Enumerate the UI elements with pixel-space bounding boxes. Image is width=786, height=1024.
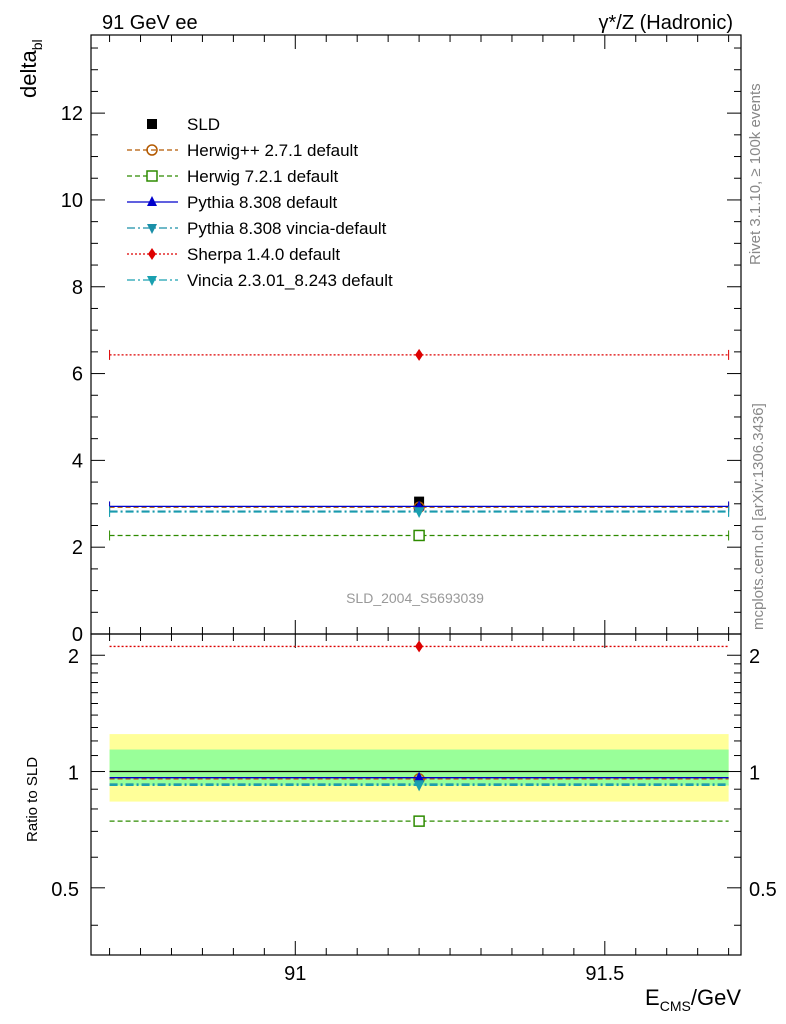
ratio-ytick-label-right: 0.5 (749, 879, 777, 901)
ratio-ytick-label-right: 2 (749, 646, 760, 668)
ratio-ytick-label-left: 0.5 (51, 879, 79, 901)
x-axis-label: ECMS/GeV (645, 985, 741, 1014)
legend-label: Vincia 2.3.01_8.243 default (187, 271, 393, 290)
mcplots-label: mcplots.cern.ch [arXiv:1306.3436] (750, 403, 767, 630)
main-ytick-label: 10 (61, 190, 83, 212)
main-ytick-label: 0 (72, 624, 83, 646)
main-panel: 0 2 4 6 8 10 12 (61, 34, 742, 646)
main-ylabel-sub: bl (29, 39, 45, 50)
header-right: γ*/Z (Hadronic) (599, 12, 733, 34)
legend-label: Pythia 8.308 vincia-default (187, 219, 387, 238)
main-ytick-label: 4 (72, 450, 83, 472)
main-ytick-label: 6 (72, 364, 83, 386)
legend-marker (147, 224, 157, 234)
x-axis-label-main: E (645, 985, 660, 1010)
legend-marker (148, 248, 156, 260)
legend-marker (147, 196, 157, 206)
legend-marker (147, 119, 157, 129)
main-series-marker (413, 529, 425, 542)
ratio-ytick-label-left: 2 (68, 646, 79, 668)
legend-label: Sherpa 1.4.0 default (187, 245, 340, 264)
ratio-ylabel: Ratio to SLD (24, 757, 41, 842)
header-gamma: γ (599, 12, 609, 34)
legend: SLD Herwig++ 2.7.1 default Herwig 7.2.1 de… (127, 115, 393, 290)
x-axis-label-rest: /GeV (691, 985, 741, 1010)
ratio-series-marker (415, 640, 424, 653)
rivet-label: Rivet 3.1.10, ≥ 100k events (747, 83, 764, 265)
x-axis-label-sub: CMS (660, 998, 691, 1014)
header-rest: */Z (Hadronic) (609, 12, 733, 34)
ratio-ytick-label-right: 1 (749, 763, 760, 785)
main-series-marker (415, 348, 424, 361)
legend-marker (146, 170, 158, 182)
ratio-panel: 0.5 0.5 1 1 2 2 91 91.5 (51, 633, 777, 985)
main-ytick-label: 8 (72, 277, 83, 299)
legend-label: SLD (187, 115, 220, 134)
legend-label: Pythia 8.308 default (187, 193, 338, 212)
header-left: 91 GeV ee (102, 12, 198, 34)
main-ytick-label: 12 (61, 103, 83, 125)
legend-marker (146, 144, 158, 156)
ratio-series-marker (413, 815, 425, 827)
legend-label: Herwig 7.2.1 default (187, 167, 338, 186)
legend-label: Herwig++ 2.7.1 default (187, 141, 358, 160)
analysis-watermark: SLD_2004_S5693039 (346, 590, 484, 606)
main-series-marker (414, 508, 425, 519)
ratio-series-marker (414, 781, 425, 792)
ratio-ytick-label-left: 1 (68, 763, 79, 785)
ratio-frame (90, 633, 742, 956)
main-ytick-label: 2 (72, 537, 83, 559)
main-ylabel-main: delta (16, 50, 41, 98)
x-tick-label: 91 (284, 963, 306, 985)
x-tick-label: 91.5 (585, 963, 624, 985)
ratio-series-marker (414, 771, 425, 782)
main-ylabel: deltabl (16, 39, 45, 98)
legend-marker (147, 276, 157, 286)
